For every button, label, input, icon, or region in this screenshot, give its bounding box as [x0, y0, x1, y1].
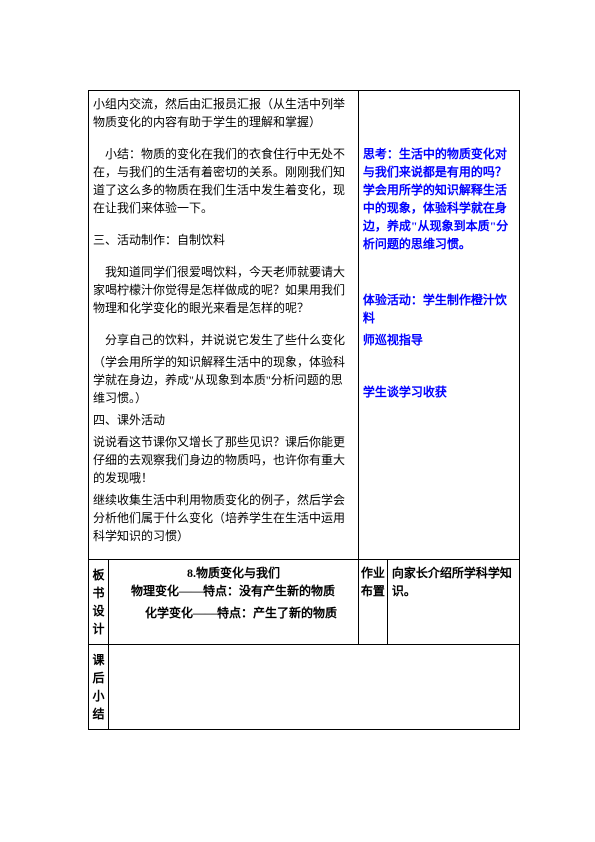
homework-label: 作业 布置	[358, 560, 387, 645]
side-teacher: 师巡视指导	[363, 331, 515, 349]
paragraph-group-discuss: 小组内交流，然后由汇报员汇报（从生活中列举物质变化的内容有助于学生的理解和掌握）	[93, 95, 354, 131]
summary-char1: 课	[92, 653, 104, 667]
summary-char3: 小	[92, 689, 104, 703]
board-title: 8.物质变化与我们	[113, 564, 354, 582]
board-line2: 化学变化——特点：产生了新的物质	[113, 604, 354, 622]
board-label-char2: 书	[92, 586, 104, 600]
side-activity: 体验活动：学生制作橙汁饮料	[363, 291, 515, 327]
hw-label-line1: 作业	[361, 566, 385, 580]
paragraph-share: 分享自己的饮料，并说说它发生了些什么变化	[93, 331, 354, 349]
board-design-label: 板 书 设 计	[89, 560, 109, 645]
board-line1: 物理变化——特点：没有产生新的物质	[113, 582, 354, 600]
paragraph-reflect: 说说看这节课你又增长了那些见识？课后你能更仔细的去观察我们身边的物质吗，也许你有…	[93, 433, 354, 487]
board-label-char1: 板	[92, 568, 104, 582]
hw-label-line2: 布置	[361, 584, 385, 598]
board-design-row: 板 书 设 计 8.物质变化与我们 物理变化——特点：没有产生新的物质 化学变化…	[89, 560, 520, 645]
side-notes: 思考：生活中的物质变化对与我们来说都是有用的吗？学会用所学的知识解释生活中的现象…	[358, 91, 519, 560]
main-teaching-content: 小组内交流，然后由汇报员汇报（从生活中列举物质变化的内容有助于学生的理解和掌握）…	[89, 91, 359, 560]
heading-afterclass: 四、课外活动	[93, 411, 354, 429]
paragraph-summary: 小结：物质的变化在我们的衣食住行中无处不在，与我们的生活有着密切的关系。刚刚我们…	[93, 145, 354, 217]
after-class-summary-row: 课 后 小 结	[89, 645, 520, 730]
side-thinking: 思考：生活中的物质变化对与我们来说都是有用的吗？学会用所学的知识解释生活中的现象…	[363, 145, 515, 253]
summary-char4: 结	[92, 707, 104, 721]
board-label-char4: 计	[92, 622, 104, 636]
lesson-plan-table: 小组内交流，然后由汇报员汇报（从生活中列举物质变化的内容有助于学生的理解和掌握）…	[88, 90, 520, 730]
side-harvest: 学生谈学习收获	[363, 383, 515, 401]
summary-label: 课 后 小 结	[89, 645, 109, 730]
heading-activity: 三、活动制作：自制饮料	[93, 231, 354, 249]
board-label-char3: 设	[92, 604, 104, 618]
paragraph-note: （学会用所学的知识解释生活中的现象，体验科学就在身边，养成"从现象到本质"分析问…	[93, 353, 354, 407]
paragraph-collect: 继续收集生活中利用物质变化的例子，然后学会分析他们属于什么变化（培养学生在生活中…	[93, 491, 354, 545]
homework-content: 向家长介绍所学科学知识。	[387, 560, 519, 645]
content-row: 小组内交流，然后由汇报员汇报（从生活中列举物质变化的内容有助于学生的理解和掌握）…	[89, 91, 520, 560]
paragraph-drinks: 我知道同学们很爱喝饮料，今天老师就要请大家喝柠檬汁你觉得是怎样做成的呢？如果用我…	[93, 263, 354, 317]
summary-char2: 后	[92, 671, 104, 685]
board-design-content: 8.物质变化与我们 物理变化——特点：没有产生新的物质 化学变化——特点：产生了…	[109, 560, 359, 645]
summary-content	[109, 645, 520, 730]
